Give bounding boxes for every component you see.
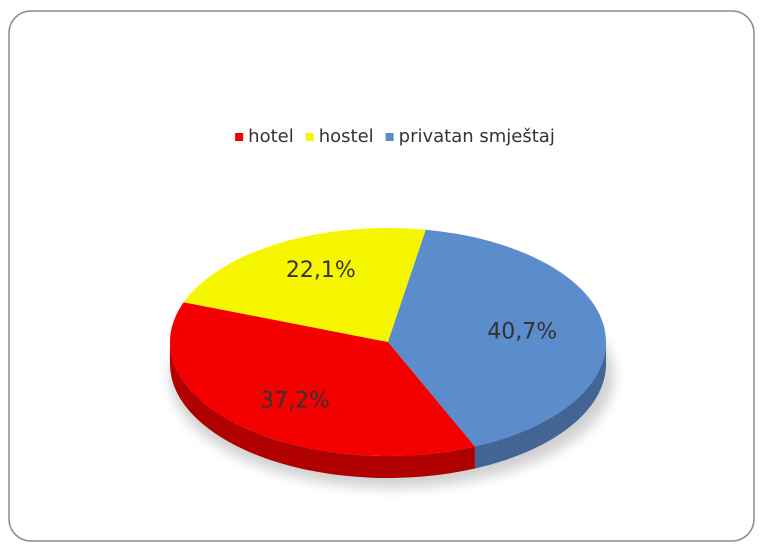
slice-side: [170, 342, 475, 479]
legend-swatch: [385, 133, 394, 141]
slice: [169, 302, 475, 456]
legend-swatch: [235, 133, 244, 141]
legend-swatch: [305, 133, 314, 141]
slice: [388, 229, 606, 447]
data-label: 22,1%: [286, 258, 356, 283]
data-label: 37,2%: [260, 389, 330, 414]
slice: [183, 227, 426, 342]
pie: 37,2% 22,1% 40,7%: [169, 227, 606, 479]
legend-label: privatan smještaj: [399, 126, 555, 147]
legend-label: hotel: [248, 126, 294, 147]
legend-label: hostel: [319, 126, 374, 147]
slice-side: [474, 342, 606, 469]
data-label: 40,7%: [487, 319, 557, 344]
legend: hotel hostel privatan smještaj: [235, 126, 555, 147]
